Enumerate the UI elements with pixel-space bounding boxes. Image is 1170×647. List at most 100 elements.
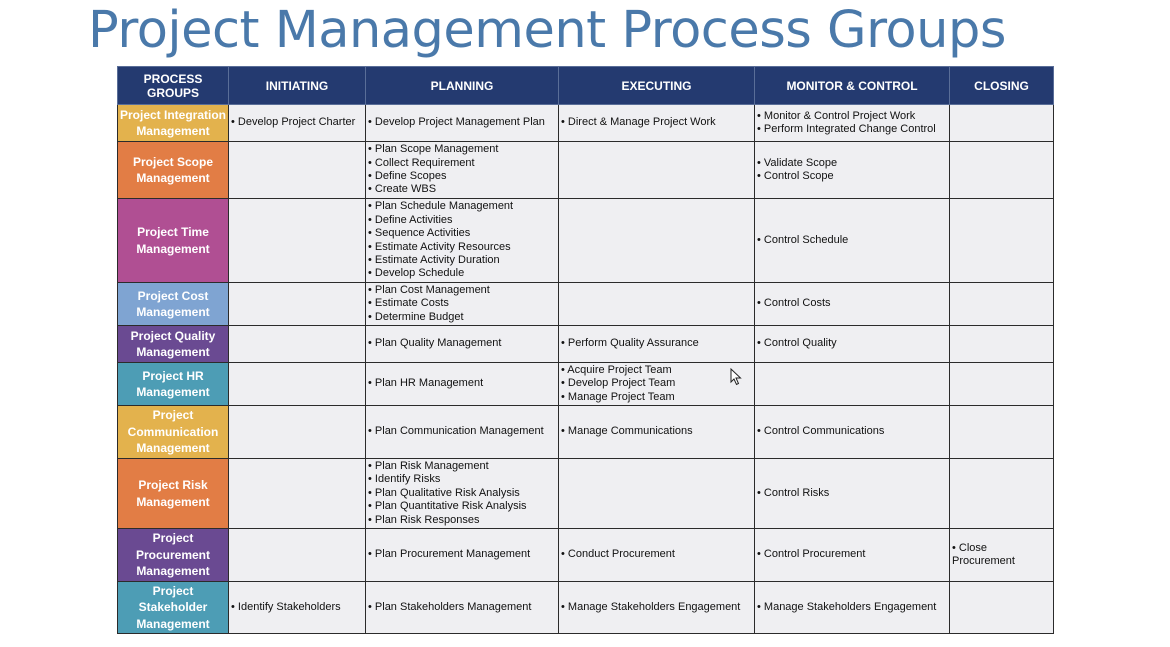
cell-closing: • Close Procurement <box>949 528 1054 582</box>
process-item: • Direct & Manage Project Work <box>561 116 716 129</box>
cell-monitor: • Control Schedule <box>754 198 950 283</box>
table-row: Project Cost Management • Plan Cost Manag… <box>117 282 1054 326</box>
cell-initiating <box>228 198 366 283</box>
process-item: • Control Costs <box>757 297 831 310</box>
process-item: • Validate Scope <box>757 156 838 169</box>
process-item: • Monitor & Control Project Work <box>757 109 916 122</box>
cell-planning: • Plan Communication Management <box>365 405 559 459</box>
process-item: • Control Procurement <box>757 548 866 561</box>
process-item: • Plan Qualitative Risk Analysis <box>368 486 520 499</box>
cell-executing: • Manage Stakeholders Engagement <box>558 581 755 634</box>
table-row: Project Risk Management • Plan Risk Manag… <box>117 458 1054 529</box>
process-item: • Create WBS <box>368 183 437 196</box>
cell-monitor: • Control Costs <box>754 282 950 326</box>
cell-initiating: • Identify Stakeholders <box>228 581 366 634</box>
process-group-label: Project Quality Management <box>117 325 229 363</box>
cell-initiating <box>228 528 366 582</box>
process-item: • Plan Communication Management <box>368 425 544 438</box>
process-item: • Plan Schedule Management <box>368 200 514 213</box>
cell-planning: • Plan Quality Management <box>365 325 559 363</box>
cell-initiating <box>228 141 366 199</box>
process-groups-table: PROCESS GROUPS INITIATING PLANNING EXECU… <box>117 66 1054 634</box>
table-row: Project Time Management • Plan Schedule M… <box>117 198 1054 283</box>
cell-planning: • Plan Stakeholders Management <box>365 581 559 634</box>
process-item: • Plan Procurement Management <box>368 548 531 561</box>
process-item: • Develop Project Charter <box>231 116 356 129</box>
cell-monitor: • Monitor & Control Project Work • Perfor… <box>754 104 950 142</box>
process-item: • Plan Scope Management <box>368 143 499 156</box>
process-item: • Develop Schedule <box>368 267 465 280</box>
process-item: • Manage Project Team <box>561 390 675 403</box>
process-group-label: Project Cost Management <box>117 282 229 326</box>
cell-planning: • Plan HR Management <box>365 362 559 406</box>
cell-executing: • Manage Communications <box>558 405 755 459</box>
cell-monitor: • Control Quality <box>754 325 950 363</box>
table-row: Project Integration Management • Develop … <box>117 104 1054 142</box>
process-item: • Identify Stakeholders <box>231 600 341 613</box>
cell-executing: • Perform Quality Assurance <box>558 325 755 363</box>
process-item: • Close Procurement <box>952 541 1015 567</box>
cell-closing <box>949 581 1054 634</box>
cell-initiating <box>228 325 366 363</box>
process-item: • Define Activities <box>368 213 453 226</box>
process-item: • Perform Integrated Change Control <box>757 123 936 135</box>
process-group-label: Project Integration Management <box>117 104 229 142</box>
process-item: • Develop Project Management Plan <box>368 116 545 129</box>
process-item: • Estimate Costs <box>368 297 449 310</box>
cell-monitor: • Control Procurement <box>754 528 950 582</box>
header-monitor-control: MONITOR & CONTROL <box>754 66 950 105</box>
cell-closing <box>949 198 1054 283</box>
process-item: • Control Scope <box>757 170 834 182</box>
table-row: Project Stakeholder Management • Identify… <box>117 581 1054 634</box>
cell-monitor: • Control Communications <box>754 405 950 459</box>
process-item: • Define Scopes <box>368 170 447 182</box>
cell-monitor: • Manage Stakeholders Engagement <box>754 581 950 634</box>
cell-executing: • Direct & Manage Project Work <box>558 104 755 142</box>
process-item: • Plan Cost Management <box>368 283 490 296</box>
process-item: • Control Risks <box>757 486 830 499</box>
process-item: • Control Schedule <box>757 233 849 246</box>
page-title: Project Management Process Groups <box>88 1 1006 60</box>
process-item: • Manage Stakeholders Engagement <box>561 600 741 613</box>
cell-planning: • Plan Cost Management • Estimate Costs • … <box>365 282 559 326</box>
process-item: • Identify Risks <box>368 473 441 486</box>
cell-executing <box>558 282 755 326</box>
table-row: Project HR Management • Plan HR Managemen… <box>117 362 1054 406</box>
process-item: • Plan Quantitative Risk Analysis <box>368 500 527 513</box>
process-item: • Develop Project Team <box>561 377 676 390</box>
process-item: • Manage Communications <box>561 425 693 438</box>
process-group-label: Project Scope Management <box>117 141 229 199</box>
table-header-row: PROCESS GROUPS INITIATING PLANNING EXECU… <box>117 66 1054 105</box>
cell-planning: • Plan Scope Management • Collect Require… <box>365 141 559 199</box>
process-item: • Estimate Activity Resources <box>368 240 511 253</box>
cell-closing <box>949 458 1054 529</box>
process-group-label: Project Time Management <box>117 198 229 283</box>
process-group-label: Project HR Management <box>117 362 229 406</box>
cell-planning: • Develop Project Management Plan <box>365 104 559 142</box>
process-group-label: Project Risk Management <box>117 458 229 529</box>
cell-closing <box>949 282 1054 326</box>
cell-planning: • Plan Schedule Management • Define Activ… <box>365 198 559 283</box>
process-item: • Plan Quality Management <box>368 337 502 350</box>
table-row: Project Procurement Management • Plan Pro… <box>117 528 1054 582</box>
process-item: • Perform Quality Assurance <box>561 337 699 350</box>
cell-initiating <box>228 282 366 326</box>
process-item: • Control Communications <box>757 425 885 438</box>
process-item: • Sequence Activities <box>368 227 471 240</box>
cell-initiating <box>228 405 366 459</box>
process-item: • Estimate Activity Duration <box>368 253 500 266</box>
cell-closing <box>949 141 1054 199</box>
cell-monitor <box>754 362 950 406</box>
cell-executing <box>558 458 755 529</box>
table-row: Project Scope Management • Plan Scope Man… <box>117 141 1054 199</box>
process-item: • Control Quality <box>757 337 837 350</box>
cell-executing <box>558 198 755 283</box>
header-initiating: INITIATING <box>228 66 366 105</box>
process-item: • Plan Risk Responses <box>368 513 480 526</box>
process-group-label: Project Procurement Management <box>117 528 229 582</box>
cell-initiating: • Develop Project Charter <box>228 104 366 142</box>
cell-initiating <box>228 362 366 406</box>
cell-closing <box>949 362 1054 406</box>
process-item: • Plan HR Management <box>368 377 484 390</box>
cell-closing <box>949 405 1054 459</box>
